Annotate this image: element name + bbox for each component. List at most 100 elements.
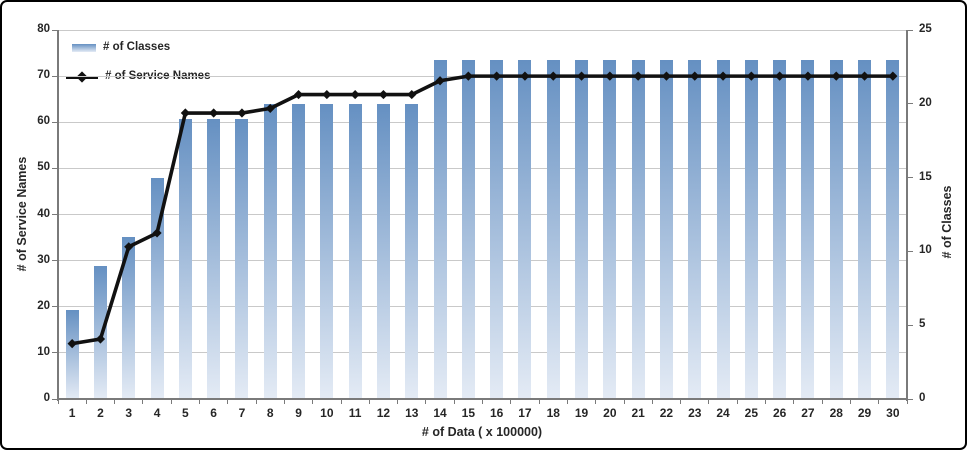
y-axis-right-label: 0: [919, 392, 926, 404]
x-axis-label: 9: [295, 406, 302, 420]
bar: [546, 59, 560, 399]
y-axis-right-label: 20: [919, 96, 932, 109]
bar: [631, 59, 645, 399]
bar: [829, 59, 843, 399]
y-axis-right-line: [906, 30, 908, 401]
x-axis-label: 15: [461, 406, 476, 420]
x-axis-tick: [482, 399, 483, 404]
line-marker-diamond: [180, 108, 190, 118]
y-axis-right-label: 5: [919, 318, 926, 331]
line-marker-diamond: [350, 89, 360, 100]
y-axis-left-tick: [52, 306, 57, 308]
bar: [603, 59, 617, 399]
x-axis-label: 25: [744, 406, 759, 420]
x-axis-tick: [765, 399, 766, 404]
x-axis-label: 8: [266, 406, 274, 420]
x-axis-label: 16: [489, 406, 504, 420]
y-axis-left-tick: [52, 75, 57, 77]
x-axis-tick: [85, 399, 87, 404]
x-axis-label: 22: [659, 406, 674, 420]
x-axis-label: 29: [857, 406, 872, 420]
y-axis-left-label: 20: [37, 299, 50, 312]
y-axis-left-tick: [52, 352, 57, 354]
x-axis-label: 2: [97, 406, 104, 420]
x-axis-tick: [453, 399, 455, 404]
y-axis-left-label: 60: [37, 115, 50, 128]
y-axis-right-tick: [908, 398, 913, 400]
x-axis-tick: [878, 399, 880, 404]
x-axis-tick: [566, 399, 568, 404]
line-marker-diamond: [322, 89, 332, 100]
y-axis-left-tick: [52, 29, 57, 31]
x-axis-title: # of Data ( x 100000): [421, 425, 543, 439]
x-axis-label: 30: [886, 406, 900, 420]
bar: [659, 59, 673, 399]
y-axis-left-tick: [52, 167, 57, 169]
x-axis-label: 24: [716, 406, 730, 420]
x-axis-label: 17: [518, 406, 532, 420]
line-marker-diamond: [237, 108, 247, 118]
bar: [858, 59, 872, 399]
x-axis-label: 13: [405, 406, 419, 420]
bar: [65, 310, 79, 399]
x-axis-label: 27: [801, 406, 815, 420]
y-axis-right-tick: [908, 29, 913, 31]
y-axis-left-tick: [52, 121, 57, 123]
bar: [292, 103, 306, 399]
x-axis-label: 19: [574, 406, 589, 420]
x-axis-tick: [793, 399, 795, 404]
bar: [773, 59, 787, 399]
y-axis-left-label: 0: [43, 392, 50, 404]
x-axis-tick: [255, 399, 257, 404]
x-axis-tick: [170, 399, 172, 404]
y-axis-left-label: 40: [37, 207, 50, 220]
y-axis-left-label: 50: [37, 161, 50, 174]
x-axis-tick: [227, 399, 229, 404]
x-axis-tick: [425, 399, 427, 404]
x-axis-tick: [57, 399, 59, 404]
x-axis-label: 11: [348, 406, 362, 420]
gridline: [58, 352, 907, 354]
bar: [263, 103, 277, 399]
x-axis-label: 6: [210, 406, 217, 420]
bar: [122, 236, 136, 399]
line-marker-diamond: [293, 89, 304, 100]
x-axis-label: 28: [829, 406, 843, 420]
y-axis-right-tick: [908, 324, 913, 326]
bar: [405, 103, 419, 399]
x-axis-label: 1: [68, 406, 76, 420]
bar: [376, 103, 390, 399]
y-axis-right-label: 25: [919, 23, 932, 35]
x-axis-label: 18: [546, 406, 560, 420]
x-axis-tick: [680, 399, 682, 404]
x-axis-tick: [736, 399, 738, 404]
line-series-path: [71, 74, 893, 346]
bar-series-swatch-icon: [72, 44, 96, 52]
legend-entry-classes: # of Classes: [66, 38, 210, 58]
line-series-swatch-icon: [66, 71, 98, 83]
y-axis-right-tick: [908, 103, 913, 105]
x-axis-tick: [623, 399, 625, 404]
y-axis-left-tick: [52, 214, 57, 215]
x-axis-tick: [651, 399, 653, 404]
bar: [886, 59, 900, 399]
legend: # of Classes # of Service Names: [66, 38, 210, 87]
x-axis-label: 23: [688, 406, 702, 420]
bar: [348, 103, 362, 399]
bar: [93, 266, 107, 399]
y-axis-left-tick: [52, 398, 57, 400]
y-axis-left-line: [57, 30, 59, 401]
x-axis-tick: [821, 399, 823, 404]
y-axis-right-label: 15: [919, 170, 932, 183]
y-axis-right-tick: [908, 250, 913, 252]
legend-label-service-names: # of Service Names: [105, 71, 210, 83]
bar: [801, 59, 815, 399]
line-marker-diamond: [209, 108, 219, 118]
bar: [150, 177, 164, 399]
x-axis-label: 12: [376, 406, 391, 420]
x-axis-tick: [199, 399, 200, 404]
x-axis-tick: [538, 399, 540, 404]
legend-entry-service-names: # of Service Names: [66, 67, 210, 87]
bar: [320, 103, 334, 399]
